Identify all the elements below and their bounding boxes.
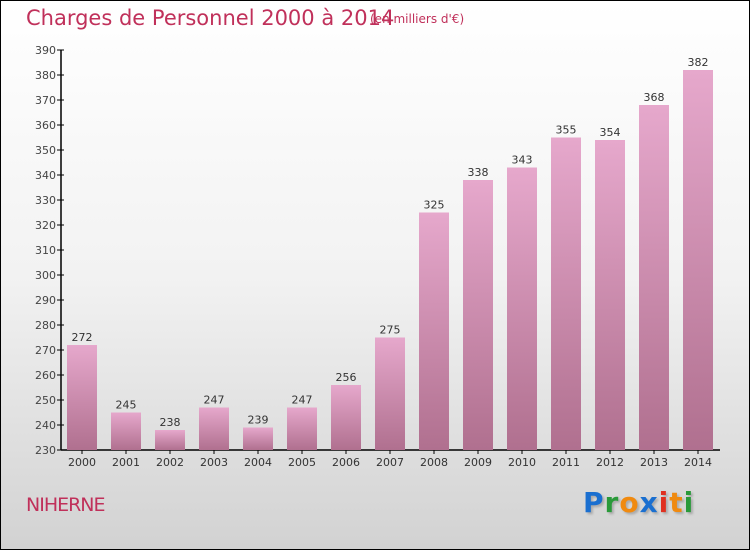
x-tick-label: 2000 [68,456,96,469]
data-label-2010: 343 [512,154,533,167]
x-tick-label: 2012 [596,456,624,469]
bar-2000 [67,345,97,450]
bar-2004 [243,427,273,450]
bar-2010 [507,167,537,450]
bar-2001 [111,412,141,450]
logo-letter: i [658,486,670,519]
y-tick-label: 360 [35,119,56,132]
data-label-2011: 355 [556,124,577,137]
logo-letter: x [639,486,659,519]
y-tick-label: 290 [35,294,56,307]
y-tick-label: 310 [35,244,56,257]
logo-letter: t [669,486,684,519]
x-tick-label: 2006 [332,456,360,469]
commune-name: NIHERNE [26,494,106,516]
data-label-2009: 338 [468,166,489,179]
bar-2011 [551,137,581,450]
data-label-2002: 238 [160,416,181,429]
x-tick-label: 2008 [420,456,448,469]
logo-letter: r [604,486,620,519]
data-label-2012: 354 [600,126,621,139]
x-tick-label: 2009 [464,456,492,469]
x-tick-label: 2011 [552,456,580,469]
data-label-2013: 368 [644,91,665,104]
bar-2014 [683,70,713,450]
y-tick-label: 280 [35,319,56,332]
data-label-2003: 247 [204,394,225,407]
chart-title: Charges de Personnel 2000 à 2014 [26,6,395,30]
y-tick-label: 320 [35,219,56,232]
x-tick-label: 2001 [112,456,140,469]
x-tick-label: 2002 [156,456,184,469]
data-label-2004: 239 [248,414,269,427]
bar-2007 [375,337,405,450]
bar-2009 [463,180,493,450]
x-tick-label: 2013 [640,456,668,469]
x-tick-label: 2003 [200,456,228,469]
y-tick-label: 350 [35,144,56,157]
data-label-2014: 382 [688,56,709,69]
y-tick-label: 300 [35,269,56,282]
x-tick-label: 2010 [508,456,536,469]
y-tick-label: 250 [35,394,56,407]
bar-2006 [331,385,361,450]
data-label-2008: 325 [424,199,445,212]
y-tick-label: 370 [35,94,56,107]
y-tick-label: 380 [35,69,56,82]
chart-subtitle: (en milliers d'€) [370,12,465,26]
data-label-2005: 247 [292,394,313,407]
y-tick-label: 340 [35,169,56,182]
bar-2005 [287,407,317,450]
y-tick-label: 230 [35,444,56,457]
data-label-2006: 256 [336,371,357,384]
x-tick-label: 2005 [288,456,316,469]
y-tick-label: 260 [35,369,56,382]
bar-2013 [639,105,669,450]
bar-2008 [419,212,449,450]
x-tick-label: 2007 [376,456,404,469]
data-label-2001: 245 [116,399,137,412]
logo-letter: o [619,486,640,519]
logo-letter: P [583,486,605,519]
bar-2012 [595,140,625,450]
y-tick-label: 240 [35,419,56,432]
bar-2003 [199,407,229,450]
data-label-2007: 275 [380,324,401,337]
y-tick-label: 330 [35,194,56,207]
y-tick-label: 270 [35,344,56,357]
x-tick-label: 2004 [244,456,272,469]
bar-2002 [155,430,185,450]
x-tick-label: 2014 [684,456,712,469]
logo-letter: i [683,486,695,519]
y-tick-label: 390 [35,44,56,57]
proxiti-logo: Proxiti [583,486,694,519]
data-label-2000: 272 [72,331,93,344]
